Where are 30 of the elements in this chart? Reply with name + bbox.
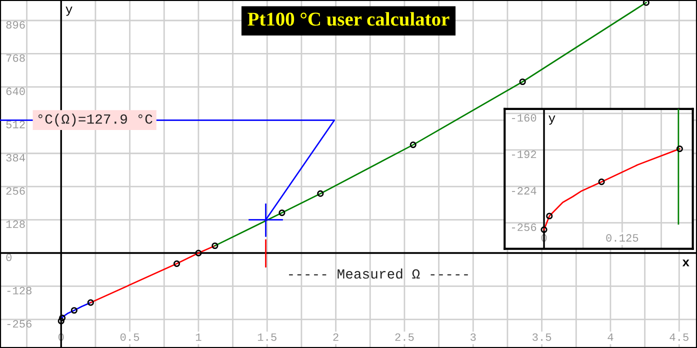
y-tick-label: -160 — [512, 114, 536, 122]
y-tick-label: -192 — [512, 150, 536, 158]
y-axis-title: y — [66, 6, 72, 16]
y-tick-label: 640 — [6, 88, 25, 96]
x-tick-label: 2.5 — [395, 333, 414, 341]
y-tick-label: 128 — [6, 220, 25, 228]
y-tick-label: 896 — [6, 21, 25, 29]
annotation: °C(Ω)=127.9 °C — [38, 114, 152, 127]
y-tick-label: -128 — [7, 286, 32, 294]
annotation: ----- Measured Ω ----- — [289, 268, 468, 279]
y-tick-label: -256 — [512, 223, 536, 232]
chart-title: Pt100 °C user calculator — [248, 12, 450, 26]
y-tick-label: 256 — [6, 187, 25, 195]
y-axis-title: y — [548, 116, 556, 125]
x-tick-label: 1 — [196, 333, 202, 341]
x-axis-title: x — [682, 260, 690, 266]
x-tick-label: 4 — [608, 333, 614, 341]
y-tick-label: -224 — [512, 187, 536, 194]
y-tick-label: 384 — [6, 154, 25, 162]
y-tick-label: 0 — [6, 254, 12, 262]
x-tick-label: 3 — [470, 333, 476, 341]
x-tick-label: 2 — [333, 333, 338, 341]
y-tick-label: 768 — [6, 54, 25, 62]
x-tick-label: 1.5 — [258, 333, 276, 341]
x-tick-label: 0.125 — [606, 234, 638, 242]
y-tick-label: 512 — [6, 120, 25, 128]
x-tick-label: 0.5 — [120, 333, 140, 341]
x-tick-label: 3.5 — [532, 333, 552, 341]
x-tick-label: 4.5 — [670, 333, 688, 341]
y-tick-label: -256 — [7, 320, 32, 328]
